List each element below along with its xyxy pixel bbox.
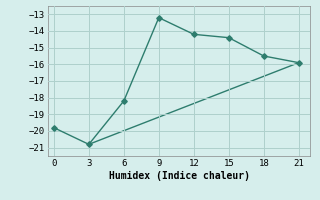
- X-axis label: Humidex (Indice chaleur): Humidex (Indice chaleur): [109, 171, 250, 181]
